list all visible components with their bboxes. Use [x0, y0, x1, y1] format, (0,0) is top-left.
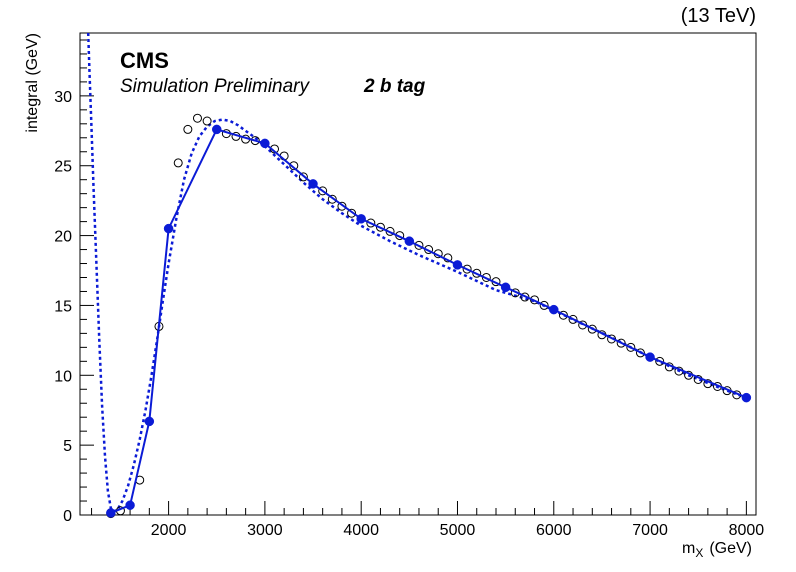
x-axis-title: mX (GeV): [682, 540, 752, 560]
open-data-point: [289, 161, 299, 171]
x-tick-label: 7000: [632, 522, 668, 539]
filled-data-point: [500, 282, 511, 293]
category-label: 2 b tag: [363, 76, 426, 97]
x-tick-label: 2000: [151, 522, 187, 539]
open-data-point: [337, 201, 347, 211]
open-data-point: [616, 338, 626, 348]
fit-curve: [86, 33, 747, 514]
open-data-point: [414, 240, 424, 250]
filled-data-point: [308, 179, 318, 189]
open-data-point: [635, 348, 645, 358]
plot-frame: [79, 32, 757, 516]
filled-data-point: [452, 260, 463, 270]
x-axis-title-subscript: X: [695, 546, 703, 560]
filled-data-point: [144, 416, 155, 427]
open-data-point: [626, 342, 636, 352]
y-tick-label: 5: [63, 438, 72, 455]
interpolation-line: [110, 128, 747, 514]
data-series: [86, 33, 752, 519]
x-tick-label: 3000: [247, 522, 283, 539]
open-data-point: [250, 136, 260, 146]
y-tick-label: 30: [54, 89, 72, 106]
open-data-point: [318, 186, 328, 196]
y-tick-label: 10: [54, 368, 72, 385]
filled-data-point: [645, 352, 655, 362]
filled-data-point: [404, 236, 415, 246]
open-data-point: [298, 172, 308, 182]
open-data-point: [192, 113, 202, 123]
open-data-point: [173, 158, 183, 168]
y-axis-title: integral (GeV): [24, 33, 41, 133]
subtitle-label: Simulation Preliminary: [120, 76, 311, 97]
y-tick-label: 15: [54, 298, 72, 315]
open-data-point: [202, 116, 212, 126]
x-axis-title-unit: (GeV): [709, 540, 752, 557]
y-tick-label: 20: [54, 229, 72, 246]
filled-data-point: [549, 304, 559, 315]
open-data-point: [539, 300, 549, 310]
open-data-point: [472, 268, 482, 278]
open-data-point: [183, 124, 193, 134]
x-tick-label: 5000: [440, 522, 476, 539]
filled-data-point: [106, 508, 116, 518]
open-data-point: [375, 222, 385, 232]
x-tick-label: 4000: [343, 522, 379, 539]
y-tick-label: 25: [54, 159, 72, 176]
x-tick-label: 8000: [729, 522, 765, 539]
filled-data-point: [260, 138, 270, 149]
axis-tick-labels: 2000 3000 4000 5000 6000 7000 8000 0 5 10 15 20 25 30: [54, 89, 764, 539]
open-data-point: [327, 194, 337, 204]
axis-ticks: [80, 39, 747, 516]
y-tick-label: 0: [63, 508, 72, 525]
filled-data-point: [163, 223, 174, 234]
open-data-point: [587, 324, 597, 334]
filled-data-point: [741, 392, 752, 403]
open-data-point: [655, 356, 665, 366]
x-tick-label: 6000: [536, 522, 572, 539]
energy-label: (13 TeV): [681, 5, 756, 27]
filled-data-point: [125, 500, 135, 510]
filled-data-point: [356, 214, 366, 224]
open-data-point: [366, 218, 376, 228]
x-axis-title-main: m: [682, 540, 695, 557]
filled-data-point: [211, 124, 222, 135]
experiment-label: CMS: [120, 48, 169, 73]
open-data-point: [347, 208, 357, 218]
open-data-point: [462, 264, 472, 274]
open-data-point: [568, 314, 578, 324]
